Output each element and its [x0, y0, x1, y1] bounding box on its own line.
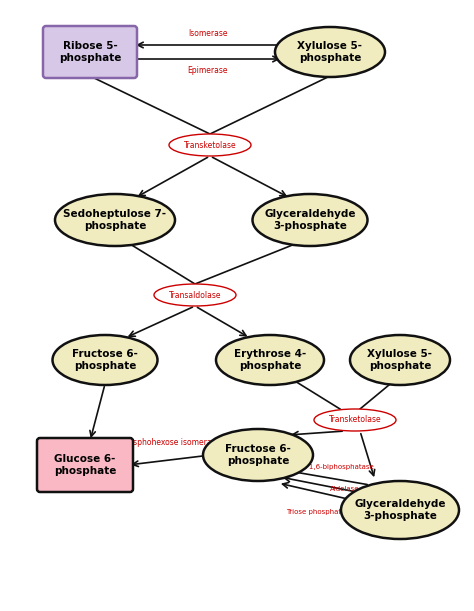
Ellipse shape — [341, 481, 459, 539]
Text: Triose phosphate isomerase: Triose phosphate isomerase — [286, 509, 384, 515]
Text: Glyceraldehyde
3-phosphate: Glyceraldehyde 3-phosphate — [354, 499, 446, 521]
Text: Transaldolase: Transaldolase — [169, 290, 221, 299]
Text: Epimerase: Epimerase — [188, 66, 228, 75]
Text: Erythrose 4-
phosphate: Erythrose 4- phosphate — [234, 349, 306, 371]
Text: Glyceraldehyde
3-phosphate: Glyceraldehyde 3-phosphate — [264, 209, 356, 231]
FancyBboxPatch shape — [43, 26, 137, 78]
Text: Sedoheptulose 7-
phosphate: Sedoheptulose 7- phosphate — [64, 209, 166, 231]
Ellipse shape — [55, 194, 175, 246]
Text: Transketolase: Transketolase — [184, 141, 237, 150]
FancyBboxPatch shape — [37, 438, 133, 492]
Text: Fructose 6-
phosphate: Fructose 6- phosphate — [72, 349, 138, 371]
Text: Fructose 1,6-biphosphatase: Fructose 1,6-biphosphatase — [277, 464, 374, 470]
Text: Transketolase: Transketolase — [328, 415, 381, 425]
Ellipse shape — [154, 284, 236, 306]
Text: Xylulose 5-
phosphate: Xylulose 5- phosphate — [298, 41, 363, 63]
Text: Fructose 6-
phosphate: Fructose 6- phosphate — [225, 444, 291, 466]
Ellipse shape — [53, 335, 157, 385]
Ellipse shape — [275, 27, 385, 77]
Ellipse shape — [350, 335, 450, 385]
Text: Xylulose 5-
phosphate: Xylulose 5- phosphate — [367, 349, 432, 371]
Ellipse shape — [203, 429, 313, 481]
Text: Ribose 5-
phosphate: Ribose 5- phosphate — [59, 41, 121, 63]
Ellipse shape — [253, 194, 367, 246]
Ellipse shape — [216, 335, 324, 385]
Text: Glucose 6-
phosphate: Glucose 6- phosphate — [54, 454, 116, 476]
Text: Aldolase: Aldolase — [330, 486, 360, 492]
Ellipse shape — [314, 409, 396, 431]
Text: Phosphohexose isomerase: Phosphohexose isomerase — [119, 438, 220, 447]
Ellipse shape — [169, 134, 251, 156]
Text: Isomerase: Isomerase — [188, 29, 228, 38]
